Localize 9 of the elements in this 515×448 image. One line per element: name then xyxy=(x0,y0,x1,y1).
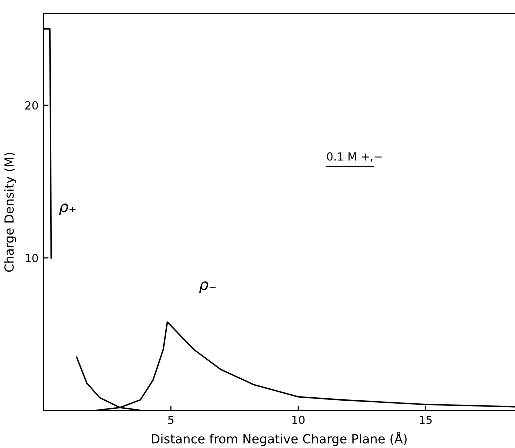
annotation: 0.1 M +,− xyxy=(327,152,382,162)
x-tick-label: 5 xyxy=(168,416,174,424)
x-axis-title: Distance from Negative Charge Plane (Å) xyxy=(152,432,407,446)
text: ρ₋ xyxy=(199,282,216,294)
x-tick-label: 15 xyxy=(420,416,432,424)
series-label: ρ₊ xyxy=(59,204,76,216)
y-tick-label: 20 xyxy=(26,101,38,110)
x-tick-label: 10 xyxy=(292,416,305,424)
y-axis-title: Charge Density (M) xyxy=(4,152,16,272)
